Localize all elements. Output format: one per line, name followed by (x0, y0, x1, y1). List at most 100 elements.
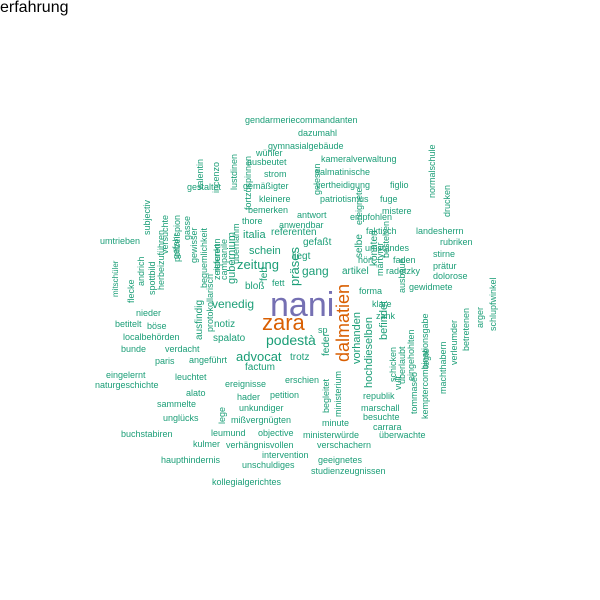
word: gefahr (171, 233, 181, 259)
word: kameralverwaltung (321, 154, 397, 164)
word: ausfindig (194, 299, 205, 340)
word: gewisser (189, 227, 199, 263)
word: artikel (342, 266, 369, 277)
word: podestà (266, 332, 316, 348)
word: wühler (256, 148, 283, 158)
word: unglücks (163, 413, 199, 423)
word: haupthindernis (161, 455, 221, 465)
word: bestehen (381, 220, 391, 258)
word: carrara (373, 422, 402, 432)
word: gefaßt (303, 237, 332, 248)
word: venedig (212, 297, 255, 311)
word: stirne (433, 249, 456, 259)
word: ausbaue (397, 258, 407, 293)
word: andrich (136, 256, 146, 286)
word: erschien (285, 375, 320, 385)
word: nani (270, 286, 335, 324)
word: italia (243, 229, 266, 241)
word: unschuldiges (242, 460, 295, 470)
word: besuchte (363, 412, 400, 422)
word: petition (270, 390, 300, 400)
word: zank (376, 311, 396, 321)
word: referenten (271, 227, 317, 238)
word: spottbild (147, 261, 157, 295)
word: verhängnisvollen (226, 440, 294, 450)
word: radetzky (386, 266, 421, 276)
word: landesherrn (416, 226, 464, 236)
word: gestaltet (187, 182, 222, 192)
word: protokollarisch (205, 273, 215, 332)
word: nieder (136, 308, 162, 318)
word: figlio (390, 180, 409, 190)
word: trotz (290, 352, 310, 363)
word: arger (475, 306, 485, 328)
word: incenzo (211, 161, 221, 193)
word: fortzuspinnen (243, 155, 253, 210)
word: alato (186, 388, 206, 398)
word: überlaubt (397, 346, 407, 384)
word: gewidmete (409, 282, 453, 292)
word: betretenen (461, 307, 471, 351)
word: hört (358, 255, 374, 265)
word: fuge (380, 194, 398, 204)
word: gemäßigter (243, 181, 289, 191)
word: schein (249, 245, 281, 257)
word: kulmer (193, 439, 221, 449)
word: naturgeschichte (95, 380, 159, 390)
word: marschall (361, 403, 400, 413)
word: dalmatien (333, 283, 353, 362)
word: antwort (297, 210, 327, 220)
word: begleitet (321, 378, 331, 413)
word: flecke (126, 279, 136, 303)
word: bloß (245, 281, 265, 292)
word: notiz (214, 319, 236, 330)
word: localbehörden (123, 332, 180, 342)
word: mitschüler (111, 260, 120, 297)
word: sammelte (157, 399, 197, 409)
word: dolorose (433, 271, 468, 281)
word: zara (262, 310, 305, 335)
word: factum (245, 362, 276, 373)
word: bemerken (248, 205, 289, 215)
word: lege (217, 406, 227, 424)
word: liegt (292, 251, 311, 262)
word: bunde (121, 344, 147, 354)
word: angeführt (189, 355, 228, 365)
word: feb (259, 267, 270, 281)
word: normalschule (427, 144, 437, 198)
word: dazumahl (298, 128, 338, 138)
word: schlupfwinkel (488, 277, 498, 331)
word: rubriken (440, 237, 473, 247)
word: ministerwürde (303, 430, 360, 440)
word: umtrieben (100, 236, 141, 246)
word: betitelt (115, 319, 142, 329)
word: übernahm (231, 223, 241, 264)
word: vertheidigung (316, 180, 371, 190)
word: gelesen (312, 163, 322, 195)
word: republik (363, 391, 395, 401)
word: eingelernt (106, 370, 146, 380)
word: verschachern (317, 440, 372, 450)
word: minute (322, 418, 350, 428)
word: intervention (262, 450, 309, 460)
word: leumund (211, 428, 246, 438)
word: legte (421, 348, 431, 368)
word: faktisch (366, 226, 397, 236)
word: böse (147, 321, 167, 331)
word: thore (242, 216, 263, 226)
word: anwendbar (279, 220, 324, 230)
word: ereignete (354, 187, 364, 225)
word: objective (258, 428, 294, 438)
word: drucken (442, 184, 452, 217)
word: überwachte (379, 430, 426, 440)
word: mistere (382, 206, 412, 216)
word: verdacht (165, 344, 200, 354)
word: feder (321, 333, 332, 356)
word: unkundiger (239, 403, 284, 413)
word: subjectiv (142, 199, 152, 235)
word: advocat (236, 349, 282, 364)
word: sp (318, 325, 328, 335)
word: ministerium (333, 370, 343, 417)
word: prätur (433, 261, 457, 271)
word: geeignetes (318, 455, 363, 465)
